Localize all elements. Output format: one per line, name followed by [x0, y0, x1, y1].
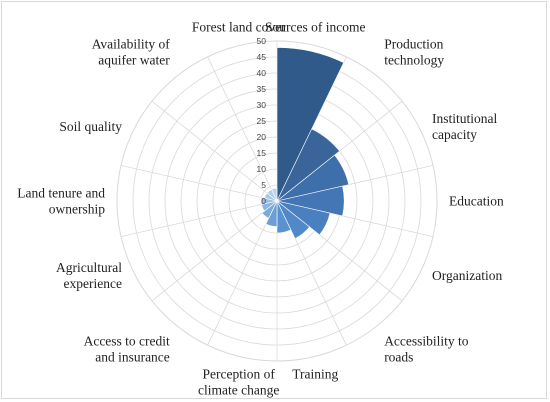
category-label: Access to credit — [84, 334, 170, 349]
wedge — [276, 200, 331, 236]
category-label: Soil quality — [59, 119, 122, 134]
category-label: Education — [449, 194, 504, 209]
category-label: Institutional — [432, 111, 497, 126]
r-tick-label: 30 — [257, 100, 267, 110]
category-label: roads — [384, 350, 413, 365]
r-tick-label: 35 — [257, 84, 267, 94]
category-label: Sources of income — [265, 19, 365, 34]
wedge — [261, 200, 278, 219]
grid-spoke — [151, 100, 278, 202]
r-tick-label: 10 — [257, 164, 267, 174]
r-tick-label: 40 — [257, 68, 267, 78]
wedge — [260, 197, 278, 205]
wedge — [276, 200, 292, 234]
category-label: ownership — [49, 202, 105, 217]
category-label: and insurance — [95, 350, 170, 365]
category-label: Forest land cover — [192, 19, 286, 34]
category-label: Training — [292, 367, 338, 382]
category-label: Land tenure and — [17, 186, 105, 201]
category-label: Organization — [432, 268, 502, 283]
category-label: Production — [384, 37, 443, 52]
r-tick-label: 0 — [261, 196, 266, 206]
wedge — [276, 185, 345, 217]
category-label: experience — [64, 276, 122, 291]
category-label: Availability of — [92, 37, 171, 52]
grid-spoke — [120, 200, 278, 237]
wedge — [276, 128, 340, 202]
r-tick-label: 50 — [257, 36, 267, 46]
grid-spoke — [120, 165, 278, 202]
category-label: Agricultural — [56, 260, 122, 275]
category-label: capacity — [432, 127, 477, 142]
grid-spoke — [207, 200, 278, 346]
wedge — [276, 47, 345, 202]
category-label: technology — [384, 53, 444, 68]
r-tick-label: 45 — [257, 52, 267, 62]
wedge — [276, 200, 310, 239]
r-tick-label: 5 — [261, 180, 266, 190]
category-label: Accessibility to — [384, 334, 469, 349]
category-label: aquifer water — [98, 53, 170, 68]
grid-spoke — [207, 56, 278, 202]
r-tick-label: 25 — [257, 116, 267, 126]
wedge — [271, 187, 278, 202]
r-tick-label: 15 — [257, 148, 267, 158]
r-tick-label: 20 — [257, 132, 267, 142]
category-label: climate change — [198, 383, 279, 398]
wedge — [276, 154, 350, 202]
category-label: Perception of — [203, 367, 276, 382]
grid-spoke — [151, 200, 278, 302]
